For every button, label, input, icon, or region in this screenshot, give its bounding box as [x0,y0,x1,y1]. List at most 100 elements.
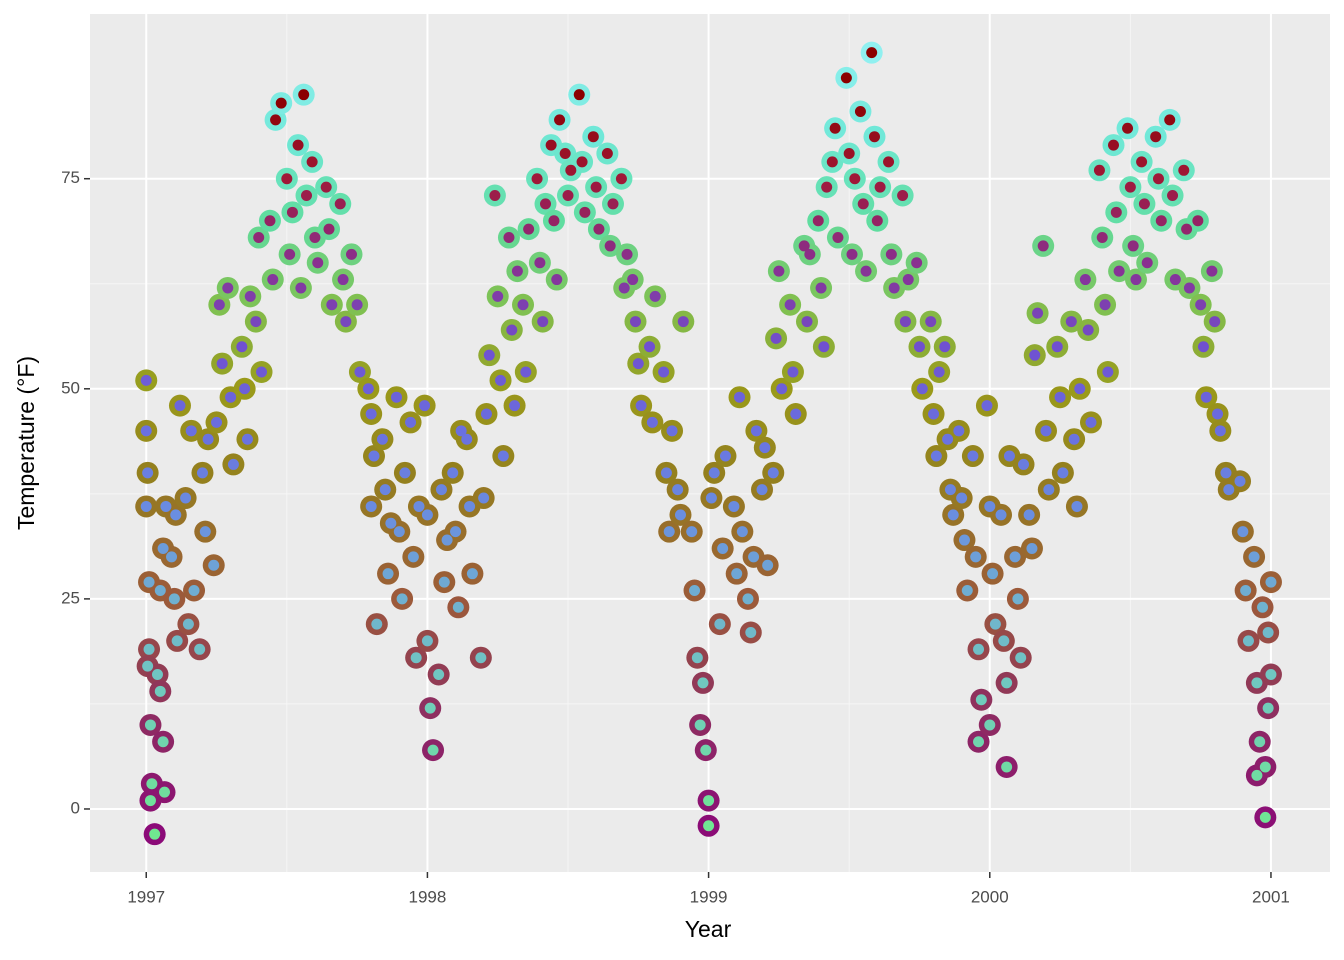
inner-point [644,341,656,353]
inner-point [1234,475,1246,487]
inner-point [717,542,729,554]
inner-point [140,425,152,437]
inner-point [742,593,754,605]
inner-point [154,685,166,697]
inner-point [1181,223,1193,235]
inner-point [256,366,268,378]
inner-point [627,274,639,286]
inner-point [843,147,855,159]
inner-point [629,316,641,328]
inner-point [958,534,970,546]
inner-point [365,500,377,512]
inner-point [407,551,419,563]
inner-point [151,669,163,681]
inner-point [1223,484,1235,496]
inner-point [253,232,265,244]
inner-point [618,282,630,294]
inner-points [140,47,1277,840]
inner-point [1051,341,1063,353]
inner-point [1113,265,1125,277]
inner-point [466,568,478,580]
inner-point [1262,702,1274,714]
inner-point [826,156,838,168]
inner-point [565,164,577,176]
inner-point [998,635,1010,647]
inner-point [1009,551,1021,563]
inner-point [821,181,833,193]
inner-point [866,47,878,59]
inner-point [658,366,670,378]
inner-point [984,500,996,512]
inner-point [798,240,810,252]
inner-point [390,391,402,403]
inner-point [222,282,234,294]
inner-point [587,131,599,143]
inner-point [1015,652,1027,664]
inner-point [1085,416,1097,428]
y-tick-label: 0 [71,798,80,817]
inner-point [913,341,925,353]
inner-point [143,576,155,588]
inner-point [1155,215,1167,227]
inner-point [1054,391,1066,403]
inner-point [1102,366,1114,378]
inner-point [433,669,445,681]
inner-point [1141,257,1153,269]
inner-point [171,635,183,647]
inner-point [1037,240,1049,252]
inner-point [1001,761,1013,773]
inner-point [143,643,155,655]
inner-point [1012,593,1024,605]
inner-point [939,341,951,353]
inner-point [604,240,616,252]
inner-point [517,299,529,311]
inner-point [385,517,397,529]
inner-point [503,232,515,244]
inner-point [211,416,223,428]
inner-point [1096,232,1108,244]
inner-point [225,391,237,403]
inner-point [540,198,552,210]
inner-point [928,408,940,420]
inner-point [461,433,473,445]
inner-point [281,173,293,185]
inner-point [1127,240,1139,252]
inner-point [953,425,965,437]
inner-point [846,248,858,260]
inner-point [545,139,557,151]
inner-point [601,147,613,159]
inner-point [368,450,380,462]
inner-point [734,391,746,403]
inner-point [674,509,686,521]
inner-point [756,484,768,496]
inner-point [140,500,152,512]
inner-point [320,181,332,193]
inner-point [1262,626,1274,638]
inner-point [1107,139,1119,151]
inner-point [354,366,366,378]
inner-point [689,584,701,596]
inner-point [452,601,464,613]
inner-point [1093,164,1105,176]
inner-point [267,274,279,286]
inner-point [447,467,459,479]
inner-point [916,383,928,395]
x-tick-label: 2001 [1252,887,1290,906]
inner-point [1214,425,1226,437]
inner-point [483,349,495,361]
inner-point [1152,173,1164,185]
inner-point [208,559,220,571]
inner-point [911,257,923,269]
inner-point [590,181,602,193]
inner-point [298,89,310,101]
inner-point [337,274,349,286]
inner-point [1043,484,1055,496]
inner-point [1240,584,1252,596]
inner-point [776,383,788,395]
y-tick-label: 50 [61,378,80,397]
inner-point [1071,500,1083,512]
inner-point [691,652,703,664]
inner-point [213,299,225,311]
inner-point [987,568,999,580]
inner-point [607,198,619,210]
